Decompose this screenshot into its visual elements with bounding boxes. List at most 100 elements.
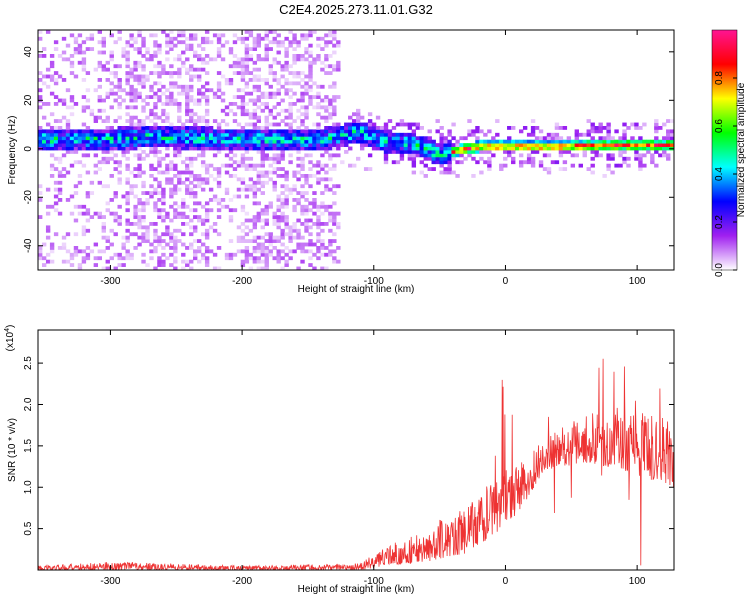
spectrogram-cell xyxy=(399,146,405,151)
spectrogram-cell xyxy=(240,239,246,243)
spectrogram-cell xyxy=(165,215,170,219)
spectrogram-cell xyxy=(133,184,138,189)
spectrogram-cell xyxy=(189,156,194,161)
spectrogram-cell xyxy=(618,136,623,141)
spectrogram-cell xyxy=(149,57,154,62)
spectrogram-cell xyxy=(276,249,281,254)
spectrogram-cell xyxy=(161,252,166,257)
spectrogram-cell xyxy=(328,102,333,106)
spectrogram-cell xyxy=(260,211,265,216)
spectrogram-cell xyxy=(272,146,277,151)
spectrogram-cell xyxy=(197,153,202,158)
spectrogram-cell xyxy=(49,153,55,158)
spectrogram-cell xyxy=(383,122,389,127)
spectrogram-cell xyxy=(141,208,146,213)
spectrogram-cell xyxy=(244,30,250,34)
spectrogram-cell xyxy=(177,74,182,79)
spectrogram-cell xyxy=(367,153,373,158)
spectrogram-cell xyxy=(252,47,258,51)
spectrogram-cell xyxy=(61,78,67,82)
spectrogram-cell xyxy=(300,91,305,96)
spectrogram-cell xyxy=(292,184,297,189)
spectrogram-cell xyxy=(200,119,206,123)
spectrogram-cell xyxy=(153,64,158,69)
spectrogram-cell xyxy=(391,139,397,144)
spectrogram-cell xyxy=(153,33,158,38)
spectrogram-cell xyxy=(340,139,345,144)
spectrogram-cell xyxy=(244,108,250,113)
spectrogram-cell xyxy=(105,208,110,213)
spectrogram-cell xyxy=(149,33,154,38)
spectrogram-cell xyxy=(280,40,285,45)
spectrogram-cell xyxy=(526,146,532,151)
spectrogram-cell xyxy=(554,160,560,165)
spectrogram-cell xyxy=(157,71,162,75)
spectrogram-cell xyxy=(479,170,484,175)
spectrogram-cell xyxy=(189,64,194,69)
spectrogram-cell xyxy=(117,143,122,147)
spectrogram-cell xyxy=(264,91,269,96)
spectrogram-cell xyxy=(129,146,134,151)
spectrogram-cell xyxy=(292,225,297,230)
spectrogram-cell xyxy=(185,108,190,113)
spectrogram-cell xyxy=(324,177,329,182)
spectrogram-cell xyxy=(550,160,556,165)
spectrogram-cell xyxy=(141,259,146,264)
spectrogram-cell xyxy=(499,143,504,147)
spectrogram-cell xyxy=(117,139,122,144)
spectrogram-cell xyxy=(614,146,619,151)
spectrogram-cell xyxy=(101,249,106,254)
spectrogram-cell xyxy=(276,43,281,48)
spectrogram-cell xyxy=(268,84,273,89)
spectrogram-cell xyxy=(153,71,158,75)
snr-x-tick-label: -100 xyxy=(364,576,384,587)
spectrogram-cell xyxy=(332,143,337,147)
spectrogram-cell xyxy=(121,246,126,250)
spectrogram-cell xyxy=(646,150,651,154)
spectrogram-cell xyxy=(324,54,329,58)
spectrogram-cell xyxy=(606,167,611,171)
spectrogram-cell xyxy=(332,256,337,261)
spectrogram-cell xyxy=(197,119,202,123)
spectrogram-cell xyxy=(161,259,166,264)
spectrogram-cell xyxy=(73,74,79,79)
spectrogram-cell xyxy=(276,88,281,93)
spectrogram-cell xyxy=(65,136,71,141)
spectrogram-cell xyxy=(125,78,130,82)
spectrogram-cell xyxy=(256,57,261,62)
spectrogram-cell xyxy=(650,153,655,158)
spectrogram-cell xyxy=(280,232,285,237)
spectrogram-cell xyxy=(666,132,671,137)
spectrogram-cell xyxy=(316,246,321,250)
spectrogram-cell xyxy=(308,263,313,267)
spectrogram-cell xyxy=(264,122,269,127)
spectrogram-cell xyxy=(149,112,154,117)
spectrogram-cell xyxy=(137,218,142,223)
spectrogram-cell xyxy=(129,222,134,226)
snr-frame xyxy=(37,329,675,571)
spectrogram-cell xyxy=(622,146,627,151)
spectrogram-cell xyxy=(419,150,424,154)
spectrogram-cell xyxy=(129,84,134,89)
snr-x-tick-label: -300 xyxy=(100,576,120,587)
spectrogram-cell xyxy=(81,232,87,237)
spectrogram-cell xyxy=(411,160,417,165)
spectrogram-cell xyxy=(423,136,428,141)
spectrogram-cell xyxy=(586,139,591,144)
spectrogram-cell xyxy=(375,139,381,144)
spectrogram-cell xyxy=(81,204,87,209)
spectrogram-cell xyxy=(308,54,313,58)
spectrogram-cell xyxy=(352,122,357,127)
spectrogram-cell xyxy=(630,146,635,151)
spectrogram-cell xyxy=(348,136,353,141)
spectrogram-cell xyxy=(268,136,273,141)
spectrogram-cell xyxy=(507,150,512,154)
spectrogram-cell xyxy=(292,187,297,192)
spectrogram-cell xyxy=(252,36,258,41)
spectrogram-cell xyxy=(296,232,301,237)
spectrogram-cell xyxy=(252,191,258,195)
spectrogram-cell xyxy=(173,174,178,178)
spectrogram-cell xyxy=(316,170,321,175)
spectrogram-cell xyxy=(356,139,361,144)
spectrogram-cell xyxy=(328,239,333,243)
